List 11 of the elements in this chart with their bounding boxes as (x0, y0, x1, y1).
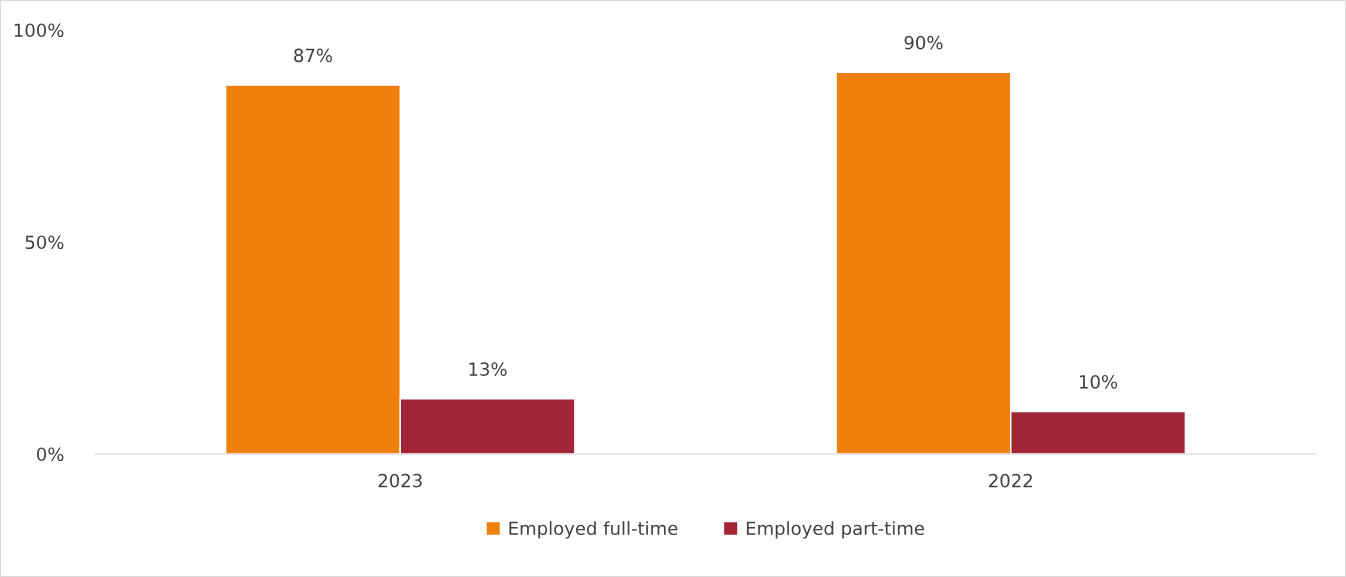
data-label: 87% (294, 48, 333, 63)
y-tick-label: 0% (36, 447, 64, 462)
x-tick-label: 2022 (989, 473, 1032, 488)
legend-label: Employed full-time (509, 521, 678, 539)
x-tick-label: 2023 (378, 473, 422, 488)
y-tick-label: 100% (14, 23, 64, 38)
legend-label: Employed part-time (746, 521, 925, 539)
data-label: 90% (904, 35, 943, 50)
data-label: 13% (469, 362, 507, 376)
y-tick-label: 50% (25, 235, 64, 250)
data-label: 10% (1079, 375, 1118, 389)
